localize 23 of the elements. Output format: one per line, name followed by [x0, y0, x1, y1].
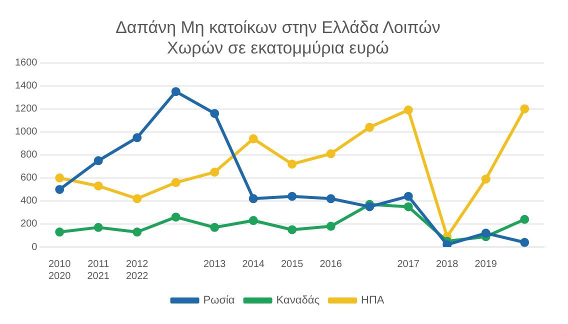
- x-tick-label: 2010 2020: [48, 258, 72, 282]
- x-tick-label: 2016: [320, 258, 342, 270]
- y-tick-label: 1200: [14, 104, 38, 115]
- y-tick-label: 200: [20, 218, 38, 230]
- y-tick-label: 1600: [14, 58, 38, 69]
- x-tick-label: 2014: [242, 258, 265, 270]
- x-tick-label: 2012 2022: [126, 258, 149, 282]
- legend-label: Ρωσία: [203, 294, 236, 307]
- y-tick-label: 600: [20, 172, 38, 184]
- x-tick-label: 2018: [436, 258, 459, 270]
- y-tick-label: 400: [20, 196, 38, 207]
- x-tick-label: 2019: [474, 258, 498, 270]
- x-tick-label: 2013: [203, 258, 226, 270]
- x-tick-label: 2015: [281, 258, 304, 270]
- x-tick-label: 2011 2021: [87, 258, 110, 282]
- y-tick-label: 1400: [14, 80, 38, 92]
- chart-title: Δαπάνη Μη κατοίκων στην Ελλάδα Λοιπών Χωρών σε εκατομμύρια ευρώ: [116, 18, 440, 58]
- y-tick-label: 0: [32, 242, 38, 253]
- x-tick-label: 2017: [397, 258, 420, 270]
- legend-label: ΗΠΑ: [361, 294, 385, 307]
- y-tick-label: 1000: [14, 126, 38, 138]
- legend-label: Καναδάς: [276, 294, 320, 307]
- y-tick-label: 800: [20, 150, 38, 161]
